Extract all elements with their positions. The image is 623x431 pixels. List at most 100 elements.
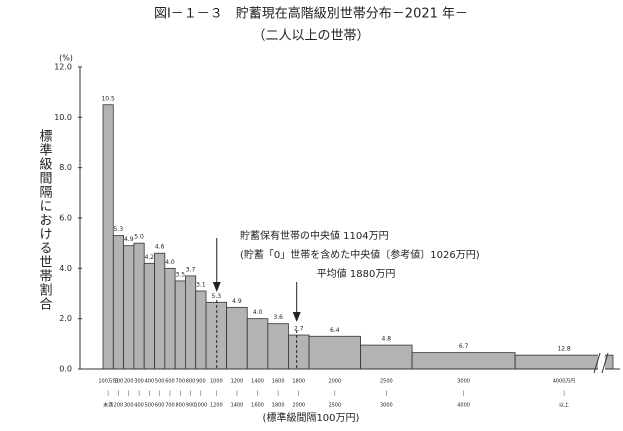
bar-label: 6.7 xyxy=(459,343,469,350)
break-line xyxy=(593,352,601,374)
bar-label: 4.9 xyxy=(124,236,134,243)
x-tick-label: 500 xyxy=(145,403,155,409)
x-tick-sep: | xyxy=(169,391,171,397)
bar xyxy=(112,235,125,370)
x-tick-label: 2500 xyxy=(328,403,341,409)
x-tick-label: 200 xyxy=(114,403,124,409)
x-tick-label: 600 xyxy=(155,403,165,409)
bar-label: 3.5 xyxy=(175,271,185,278)
x-tick-sep: | xyxy=(128,391,130,397)
x-tick-label: 700 xyxy=(175,379,185,385)
x-tick-label: 400 xyxy=(134,403,144,409)
x-tick-label: 2000 xyxy=(328,379,341,385)
x-tick-sep: | xyxy=(563,391,565,397)
y-unit: (%) xyxy=(59,54,73,63)
arrow-head xyxy=(212,282,221,292)
y-tick-label: 2.0 xyxy=(59,314,72,323)
bar-label: 4.2 xyxy=(145,254,155,261)
x-tick-label: 1000 xyxy=(195,403,208,409)
x-tick-sep: | xyxy=(149,391,151,397)
bar-label: 4.0 xyxy=(165,259,175,266)
bar xyxy=(226,306,248,370)
mean-label: 平均値 1880万円 xyxy=(317,267,396,280)
x-tick-sep: | xyxy=(334,391,336,397)
x-tick-label: 200 xyxy=(124,379,134,385)
bar xyxy=(288,334,310,370)
bar xyxy=(308,335,361,370)
x-tick-label: 900 xyxy=(196,379,206,385)
x-tick-sep: | xyxy=(190,391,192,397)
y-tick-label: 8.0 xyxy=(59,163,72,172)
median-note: (貯蓄「0」世帯を含めた中央値〔参考値〕1026万円) xyxy=(240,248,480,261)
bar xyxy=(174,280,186,370)
x-tick-label: 300 xyxy=(124,403,134,409)
y-tick-label: 6.0 xyxy=(59,214,72,223)
axis-break xyxy=(598,353,605,373)
y-tick-label: 12.0 xyxy=(54,63,72,72)
x-tick-sep: | xyxy=(118,391,120,397)
bar xyxy=(123,245,135,370)
x-tick-sep: | xyxy=(200,391,202,397)
x-tick-label: 300 xyxy=(134,379,144,385)
x-tick-label: 800 xyxy=(186,379,196,385)
bar-label: 2.7 xyxy=(294,326,304,333)
bar xyxy=(102,104,114,370)
x-tick-label: 未満 xyxy=(103,402,113,409)
x-axis-label: (標準級間隔100万円) xyxy=(263,411,360,424)
bar-label: 4.8 xyxy=(382,336,392,343)
x-tick-label: 2500 xyxy=(380,379,393,385)
x-tick-label: 1200 xyxy=(231,379,244,385)
chart-subtitle: （二人以上の世帯） xyxy=(252,29,369,44)
bar xyxy=(185,275,197,370)
x-tick-label: 1800 xyxy=(272,403,285,409)
x-tick-sep: | xyxy=(179,391,181,397)
x-tick-sep: | xyxy=(257,391,259,397)
x-tick-label: 1200 xyxy=(210,403,223,409)
bar xyxy=(164,267,176,370)
x-tick-label: 600 xyxy=(165,379,175,385)
x-tick-sep: | xyxy=(159,391,161,397)
x-tick-label: 400 xyxy=(145,379,155,385)
bar-label: 3.7 xyxy=(186,266,196,273)
bar-label: 3.1 xyxy=(196,281,206,288)
bar-label: 5.3 xyxy=(212,293,222,300)
x-tick-label: 1400 xyxy=(251,379,264,385)
x-tick-label: 2000 xyxy=(292,403,305,409)
x-tick-sep: | xyxy=(107,391,109,397)
x-tick-label: 800 xyxy=(175,403,185,409)
x-tick-label: 100 xyxy=(114,379,124,385)
y-tick-label: 4.0 xyxy=(59,264,72,273)
x-tick-label: 1800 xyxy=(292,379,305,385)
x-tick-sep: | xyxy=(215,391,217,397)
x-tick-label: 500 xyxy=(155,379,165,385)
bar xyxy=(267,323,289,370)
bar-label: 5.3 xyxy=(114,226,124,233)
x-tick-label: 1400 xyxy=(231,403,244,409)
chart-title: 図Ⅰ－１－３ 貯蓄現在高階級別世帯分布－2021 年－ xyxy=(154,6,468,22)
bar-label: 6.4 xyxy=(330,327,340,334)
x-tick-label: 以上 xyxy=(559,402,569,409)
x-tick-label: 4000万円 xyxy=(553,379,576,385)
x-tick-label: 700 xyxy=(165,403,175,409)
bar-label: 3.6 xyxy=(273,314,283,321)
x-tick-label: 1600 xyxy=(251,403,264,409)
x-tick-label: 3000 xyxy=(457,379,470,385)
bar xyxy=(411,352,516,370)
x-tick-sep: | xyxy=(385,391,387,397)
x-tick-label: 1600 xyxy=(272,379,285,385)
bar-label: 12.8 xyxy=(557,346,571,353)
y-axis-label: 標準級間隔における世帯割合 xyxy=(37,129,53,311)
x-tick-sep: | xyxy=(236,391,238,397)
bar-label: 5.0 xyxy=(134,234,144,241)
x-tick-label: 4000 xyxy=(457,403,470,409)
x-tick-sep: | xyxy=(138,391,140,397)
bar xyxy=(143,262,155,370)
arrow-head xyxy=(292,312,301,322)
bar xyxy=(195,290,207,370)
median-label: 貯蓄保有世帯の中央値 1104万円 xyxy=(240,229,389,242)
bar xyxy=(246,318,269,370)
x-tick-sep: | xyxy=(298,391,300,397)
x-tick-label: 100万円 xyxy=(98,379,118,385)
x-tick-label: 3000 xyxy=(380,403,393,409)
